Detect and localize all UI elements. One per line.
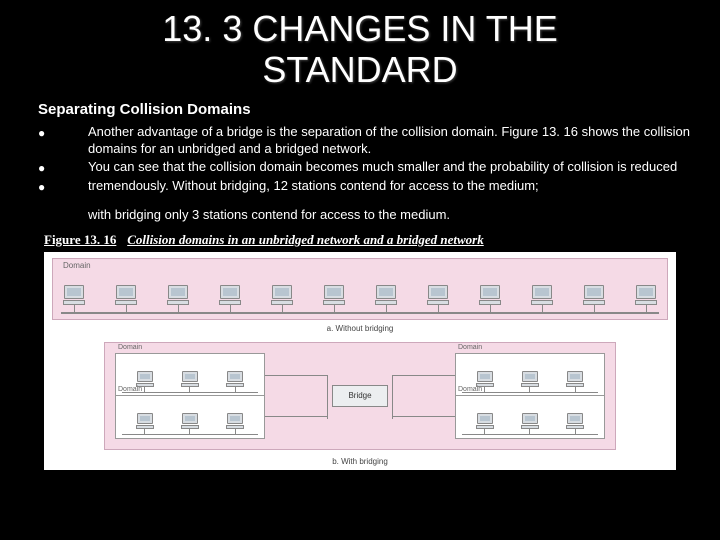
domain-label: Domain	[63, 261, 91, 270]
station-icon	[61, 285, 87, 313]
station-icon	[321, 285, 347, 313]
stations-row	[122, 400, 258, 434]
domain-label: Domain	[118, 386, 142, 393]
bus-cable	[122, 392, 258, 393]
station-icon	[477, 285, 503, 313]
station-icon	[517, 413, 543, 434]
bridge-link	[393, 375, 455, 376]
figure-caption: Figure 13. 16 Collision domains in an un…	[0, 230, 720, 252]
bus-cable	[61, 312, 659, 314]
domain-label: Domain	[118, 344, 142, 351]
section-subtitle: Separating Collision Domains	[0, 95, 720, 124]
station-icon	[581, 285, 607, 313]
bullet-item: ● You can see that the collision domain …	[38, 159, 692, 177]
bridge-device: Bridge	[332, 385, 388, 407]
figure-diagram: Domain a. Without bridging Domain Domain…	[44, 252, 676, 470]
station-icon	[177, 413, 203, 434]
bullet-text: Another advantage of a bridge is the sep…	[88, 124, 692, 158]
domain-label: Domain	[458, 344, 482, 351]
collision-domain: Domain	[115, 395, 265, 439]
stations-row	[122, 358, 258, 392]
panel-with-bridging: Domain Domain Domain Domain Bridge	[104, 342, 616, 450]
figure-title: Collision domains in an unbridged networ…	[127, 232, 484, 247]
station-icon	[269, 285, 295, 313]
bullet-icon: ●	[38, 159, 88, 177]
bus-cable	[122, 434, 258, 435]
figure-label: Figure 13. 16	[44, 232, 116, 247]
station-icon	[132, 413, 158, 434]
panel-without-bridging: Domain	[52, 258, 668, 320]
bullet-item: ● tremendously. Without bridging, 12 sta…	[38, 178, 692, 196]
bridge-link	[265, 416, 327, 417]
panel-b-caption: b. With bridging	[44, 457, 676, 466]
station-icon	[562, 371, 588, 392]
collision-domain: Domain	[455, 395, 605, 439]
bullet-icon: ●	[38, 124, 88, 142]
station-icon	[562, 413, 588, 434]
bullet-text: You can see that the collision domain be…	[88, 159, 692, 176]
domain-label: Domain	[458, 386, 482, 393]
bus-cable	[462, 392, 598, 393]
bullet-icon: ●	[38, 178, 88, 196]
bus-cable	[462, 434, 598, 435]
station-icon	[425, 285, 451, 313]
panel-a-caption: a. Without bridging	[44, 324, 676, 333]
bullet-list: ● Another advantage of a bridge is the s…	[0, 124, 720, 196]
bullet-item: ● Another advantage of a bridge is the s…	[38, 124, 692, 158]
station-icon	[113, 285, 139, 313]
bridge-link	[265, 375, 327, 376]
stations-row	[462, 400, 598, 434]
station-icon	[529, 285, 555, 313]
slide-title: 13. 3 CHANGES IN THE STANDARD	[0, 0, 720, 95]
bridge-link	[393, 416, 455, 417]
bridge-link	[327, 375, 328, 419]
station-icon	[472, 413, 498, 434]
stations-row	[61, 271, 659, 313]
bridge-link	[392, 375, 393, 419]
station-icon	[633, 285, 659, 313]
station-icon	[517, 371, 543, 392]
station-icon	[373, 285, 399, 313]
station-icon	[222, 413, 248, 434]
closing-text: with bridging only 3 stations contend fo…	[0, 197, 720, 230]
station-icon	[222, 371, 248, 392]
station-icon	[177, 371, 203, 392]
station-icon	[217, 285, 243, 313]
bullet-text: tremendously. Without bridging, 12 stati…	[88, 178, 692, 195]
station-icon	[165, 285, 191, 313]
stations-row	[462, 358, 598, 392]
